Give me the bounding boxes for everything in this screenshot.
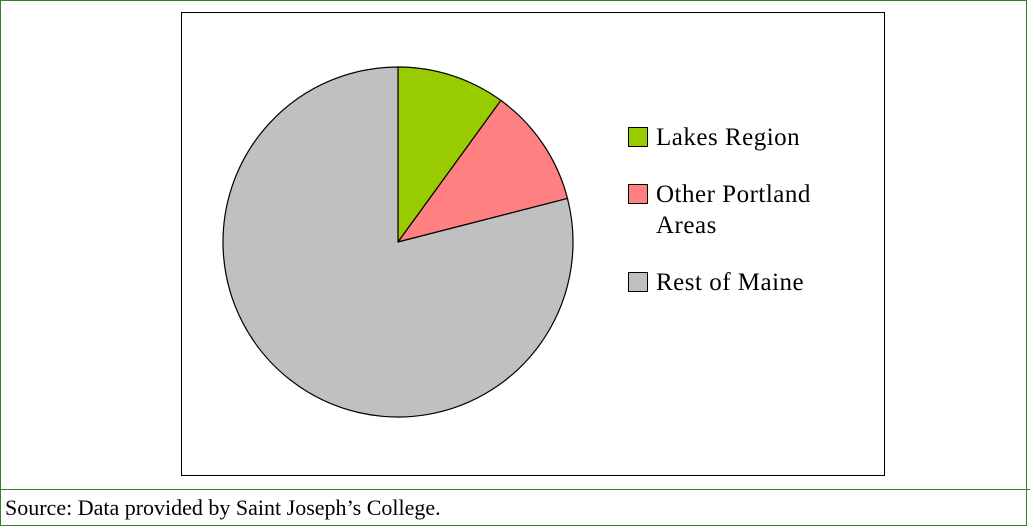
legend-label: Lakes Region [656,124,801,151]
legend-label: Rest of Maine [656,269,805,296]
legend-item: Other Portland Areas [628,179,858,241]
source-note: Source: Data provided by Saint Joseph’s … [5,495,441,520]
legend-label: Other Portland Areas [656,181,811,239]
legend-item: Lakes Region [628,122,858,153]
legend-swatch [628,184,648,204]
chart-box [181,12,885,476]
pie-slice [222,66,574,418]
legend-swatch [628,272,648,292]
separator [0,489,1030,490]
legend: Lakes Region Other Portland Areas Rest of … [628,122,858,324]
legend-item: Rest of Maine [628,267,858,298]
pie-slice [396,99,569,243]
pie-slice [397,66,502,244]
legend-swatch [628,127,648,147]
